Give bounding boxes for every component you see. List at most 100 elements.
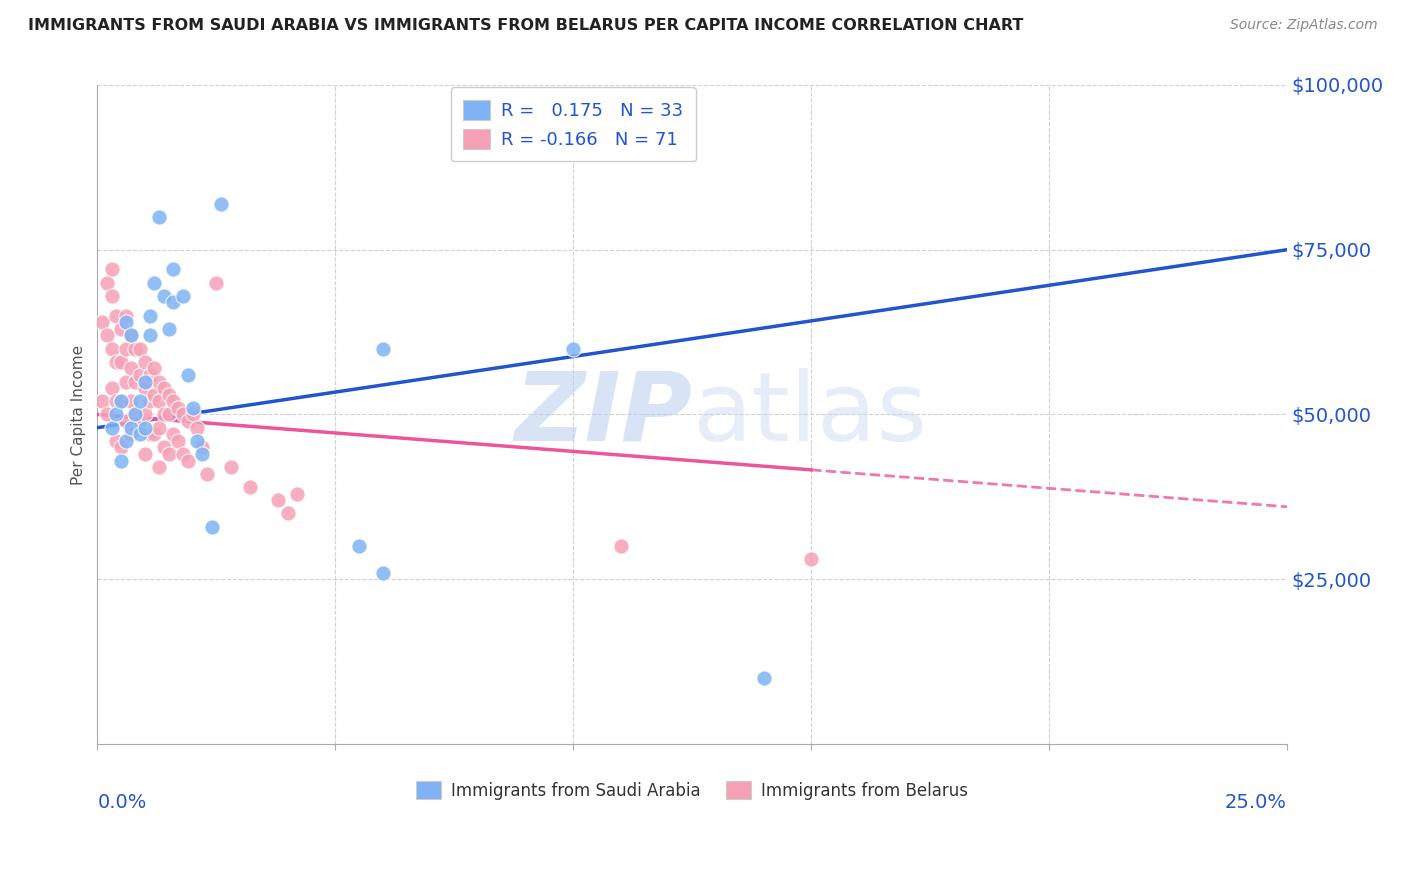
Point bbox=[157, 447, 180, 461]
Point bbox=[186, 434, 208, 448]
Point bbox=[138, 368, 160, 382]
Point bbox=[172, 408, 194, 422]
Y-axis label: Per Capita Income: Per Capita Income bbox=[72, 344, 86, 484]
Point bbox=[105, 309, 128, 323]
Point bbox=[124, 375, 146, 389]
Point bbox=[157, 322, 180, 336]
Point bbox=[120, 427, 142, 442]
Point bbox=[134, 375, 156, 389]
Point bbox=[91, 394, 114, 409]
Point bbox=[134, 447, 156, 461]
Point bbox=[219, 460, 242, 475]
Point bbox=[129, 394, 152, 409]
Point bbox=[124, 342, 146, 356]
Point bbox=[191, 447, 214, 461]
Point bbox=[800, 552, 823, 566]
Point bbox=[115, 414, 138, 428]
Point bbox=[157, 388, 180, 402]
Legend: Immigrants from Saudi Arabia, Immigrants from Belarus: Immigrants from Saudi Arabia, Immigrants… bbox=[408, 772, 976, 808]
Text: 0.0%: 0.0% bbox=[97, 794, 146, 813]
Point bbox=[100, 342, 122, 356]
Point bbox=[277, 507, 299, 521]
Point bbox=[562, 342, 585, 356]
Point bbox=[285, 486, 308, 500]
Point bbox=[143, 276, 166, 290]
Point bbox=[120, 394, 142, 409]
Point bbox=[172, 447, 194, 461]
Point bbox=[162, 394, 184, 409]
Point bbox=[162, 427, 184, 442]
Point bbox=[186, 420, 208, 434]
Point bbox=[129, 414, 152, 428]
Point bbox=[100, 289, 122, 303]
Point bbox=[96, 408, 118, 422]
Point bbox=[143, 361, 166, 376]
Point bbox=[153, 289, 176, 303]
Text: ZIP: ZIP bbox=[515, 368, 692, 461]
Point bbox=[115, 342, 138, 356]
Point bbox=[267, 493, 290, 508]
Point bbox=[110, 355, 132, 369]
Point bbox=[120, 420, 142, 434]
Point bbox=[138, 394, 160, 409]
Point bbox=[129, 342, 152, 356]
Point bbox=[752, 671, 775, 685]
Point bbox=[100, 420, 122, 434]
Point bbox=[110, 453, 132, 467]
Point bbox=[96, 276, 118, 290]
Point bbox=[371, 566, 394, 580]
Point bbox=[195, 467, 218, 481]
Point bbox=[105, 394, 128, 409]
Point bbox=[167, 401, 190, 415]
Point bbox=[120, 361, 142, 376]
Point bbox=[610, 539, 633, 553]
Point bbox=[134, 420, 156, 434]
Point bbox=[209, 196, 232, 211]
Point bbox=[371, 342, 394, 356]
Text: IMMIGRANTS FROM SAUDI ARABIA VS IMMIGRANTS FROM BELARUS PER CAPITA INCOME CORREL: IMMIGRANTS FROM SAUDI ARABIA VS IMMIGRAN… bbox=[28, 18, 1024, 33]
Point bbox=[148, 375, 170, 389]
Point bbox=[148, 420, 170, 434]
Point bbox=[115, 375, 138, 389]
Point bbox=[129, 427, 152, 442]
Point bbox=[134, 355, 156, 369]
Point bbox=[148, 210, 170, 224]
Point bbox=[153, 441, 176, 455]
Point bbox=[124, 408, 146, 422]
Point bbox=[177, 368, 200, 382]
Point bbox=[110, 441, 132, 455]
Point bbox=[110, 322, 132, 336]
Point bbox=[181, 408, 204, 422]
Point bbox=[138, 309, 160, 323]
Text: atlas: atlas bbox=[692, 368, 928, 461]
Point bbox=[134, 381, 156, 395]
Text: 25.0%: 25.0% bbox=[1225, 794, 1286, 813]
Point bbox=[115, 315, 138, 329]
Point bbox=[124, 408, 146, 422]
Point bbox=[143, 388, 166, 402]
Point bbox=[153, 381, 176, 395]
Point bbox=[239, 480, 262, 494]
Point bbox=[167, 434, 190, 448]
Point bbox=[172, 289, 194, 303]
Point bbox=[129, 368, 152, 382]
Point bbox=[105, 408, 128, 422]
Point bbox=[347, 539, 370, 553]
Point bbox=[120, 328, 142, 343]
Point bbox=[200, 519, 222, 533]
Text: Source: ZipAtlas.com: Source: ZipAtlas.com bbox=[1230, 18, 1378, 32]
Point bbox=[96, 328, 118, 343]
Point bbox=[143, 427, 166, 442]
Point bbox=[177, 414, 200, 428]
Point bbox=[100, 381, 122, 395]
Point bbox=[191, 441, 214, 455]
Point bbox=[134, 408, 156, 422]
Point bbox=[110, 394, 132, 409]
Point bbox=[148, 394, 170, 409]
Point bbox=[115, 434, 138, 448]
Point bbox=[148, 460, 170, 475]
Point bbox=[157, 408, 180, 422]
Point bbox=[138, 427, 160, 442]
Point bbox=[177, 453, 200, 467]
Point bbox=[110, 394, 132, 409]
